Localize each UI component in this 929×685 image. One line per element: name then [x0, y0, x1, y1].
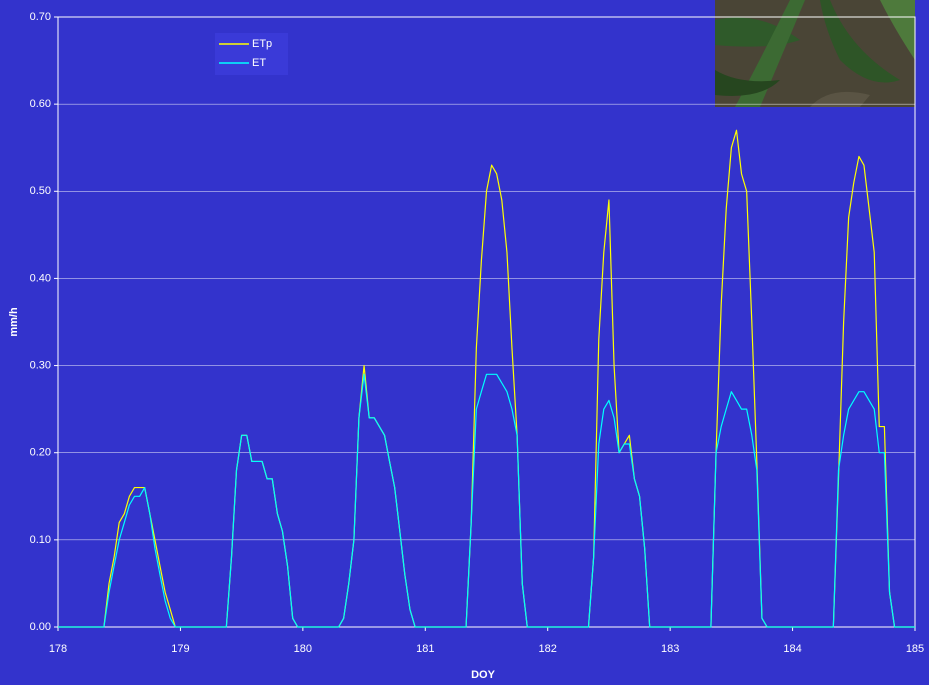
y-tick-label: 0.20 [30, 447, 51, 459]
x-axis-title: DOY [471, 669, 496, 681]
legend: ETp ET [215, 33, 288, 75]
x-tick-label: 180 [294, 643, 312, 655]
y-tick-label: 0.60 [30, 98, 51, 110]
photo [715, 0, 915, 107]
x-tick-label: 182 [539, 643, 557, 655]
y-axis-title: mm/h [8, 307, 20, 337]
legend-label: ETp [252, 38, 272, 50]
legend-label: ET [252, 57, 266, 69]
page: DOY mm/h 0.00 0.10 0.20 0.30 0.40 0.50 0.60 0.7… [0, 0, 929, 685]
x-tick-label: 178 [49, 643, 67, 655]
y-tick-label: 0.30 [30, 359, 51, 371]
y-tick-label: 0.40 [30, 272, 51, 284]
x-tick-label: 183 [661, 643, 679, 655]
chart: DOY mm/h 0.00 0.10 0.20 0.30 0.40 0.50 0.60 0.7… [0, 0, 929, 685]
x-tick-label: 185 [906, 643, 924, 655]
x-tick-label: 184 [783, 643, 801, 655]
y-tick-label: 0.50 [30, 185, 51, 197]
y-tick-label: 0.00 [30, 621, 51, 633]
y-tick-label: 0.10 [30, 534, 51, 546]
x-tick-label: 179 [171, 643, 189, 655]
x-tick-label: 181 [416, 643, 434, 655]
y-tick-label: 0.70 [30, 11, 51, 23]
